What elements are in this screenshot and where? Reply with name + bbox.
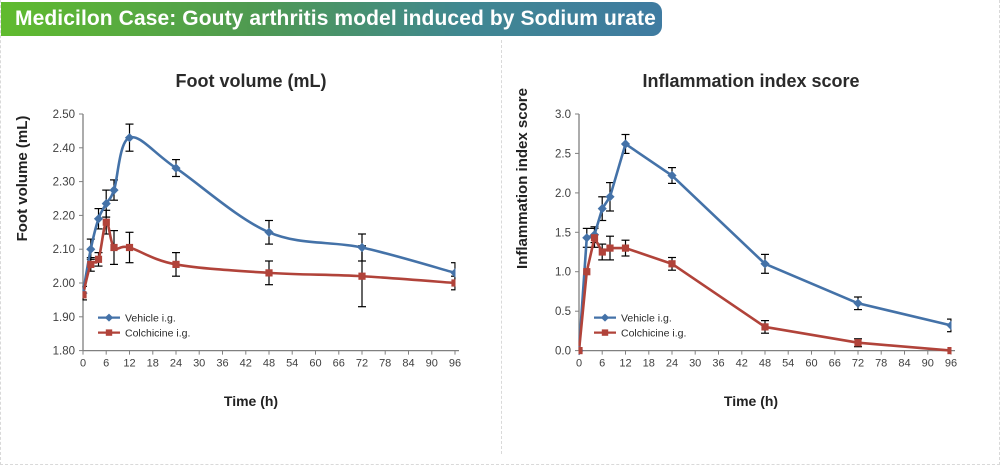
svg-text:1.80: 1.80 — [53, 346, 75, 358]
svg-text:24: 24 — [170, 358, 182, 370]
svg-text:3.0: 3.0 — [555, 109, 571, 121]
svg-text:84: 84 — [898, 358, 910, 370]
svg-text:90: 90 — [426, 358, 438, 370]
svg-text:54: 54 — [782, 358, 794, 370]
svg-text:6: 6 — [103, 358, 109, 370]
svg-text:Vehicle i.g.: Vehicle i.g. — [621, 312, 672, 324]
svg-text:48: 48 — [263, 358, 275, 370]
svg-text:24: 24 — [666, 358, 678, 370]
svg-text:78: 78 — [875, 358, 887, 370]
svg-text:2.5: 2.5 — [555, 148, 571, 160]
svg-text:42: 42 — [240, 358, 252, 370]
svg-text:0: 0 — [576, 358, 582, 370]
svg-text:0: 0 — [80, 358, 86, 370]
svg-text:66: 66 — [829, 358, 841, 370]
svg-text:1.5: 1.5 — [555, 227, 571, 239]
svg-text:60: 60 — [805, 358, 817, 370]
svg-text:78: 78 — [379, 358, 391, 370]
svg-text:2.30: 2.30 — [53, 177, 75, 189]
svg-text:84: 84 — [402, 358, 414, 370]
svg-text:0.0: 0.0 — [555, 346, 571, 358]
svg-text:54: 54 — [286, 358, 298, 370]
svg-text:2.40: 2.40 — [53, 143, 75, 155]
svg-text:96: 96 — [449, 358, 461, 370]
svg-text:42: 42 — [736, 358, 748, 370]
svg-text:72: 72 — [852, 358, 864, 370]
svg-text:6: 6 — [599, 358, 605, 370]
svg-text:30: 30 — [689, 358, 701, 370]
svg-text:Vehicle i.g.: Vehicle i.g. — [125, 312, 176, 324]
svg-text:72: 72 — [356, 358, 368, 370]
svg-text:12: 12 — [123, 358, 135, 370]
svg-text:30: 30 — [193, 358, 205, 370]
svg-text:2.20: 2.20 — [53, 210, 75, 222]
svg-text:36: 36 — [712, 358, 724, 370]
svg-text:48: 48 — [759, 358, 771, 370]
svg-text:66: 66 — [333, 358, 345, 370]
svg-text:Colchicine i.g.: Colchicine i.g. — [125, 327, 190, 339]
svg-text:2.0: 2.0 — [555, 188, 571, 200]
svg-text:60: 60 — [309, 358, 321, 370]
svg-text:96: 96 — [945, 358, 957, 370]
svg-text:12: 12 — [619, 358, 631, 370]
svg-text:2.00: 2.00 — [53, 278, 75, 290]
svg-text:18: 18 — [147, 358, 159, 370]
svg-text:1.0: 1.0 — [555, 267, 571, 279]
svg-text:0.5: 0.5 — [555, 306, 571, 318]
svg-text:Colchicine i.g.: Colchicine i.g. — [621, 327, 686, 339]
svg-text:2.10: 2.10 — [53, 244, 75, 256]
svg-text:90: 90 — [922, 358, 934, 370]
svg-text:1.90: 1.90 — [53, 312, 75, 324]
svg-text:2.50: 2.50 — [53, 109, 75, 121]
svg-text:18: 18 — [643, 358, 655, 370]
svg-text:36: 36 — [216, 358, 228, 370]
